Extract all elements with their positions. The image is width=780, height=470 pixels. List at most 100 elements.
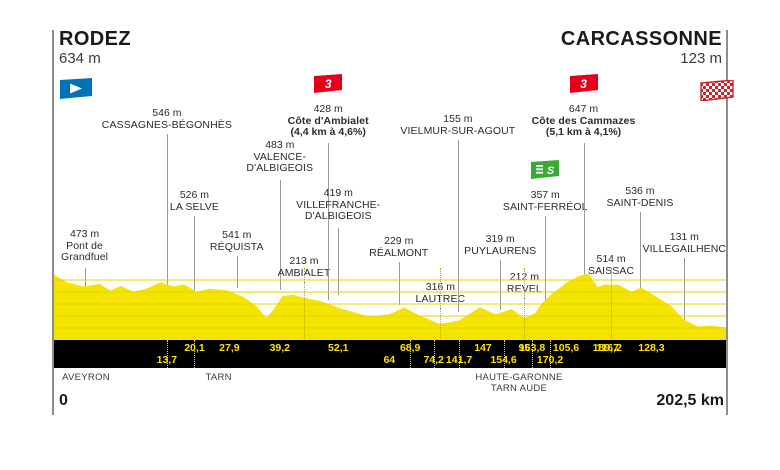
poi-gradient: (5,1 km à 4,1%) bbox=[545, 126, 622, 139]
poi-label-requista: 541 m RÉQUISTA bbox=[209, 229, 264, 253]
poi-name: Côte d'Ambialet bbox=[287, 114, 369, 127]
poi-altitude: 419 m bbox=[323, 187, 353, 199]
poi-leader-line bbox=[545, 216, 547, 312]
distance-marker: 64 bbox=[383, 354, 396, 366]
climb-category-number: 3 bbox=[324, 76, 332, 91]
climb-category-flag-icon: 3 bbox=[569, 74, 599, 93]
poi-name: SAINT-FERRÉOL bbox=[502, 200, 588, 213]
poi-label-vielmur-sur-agout: 155 m VIELMUR-SUR-AGOUT bbox=[400, 113, 516, 137]
distance-marker: 68,9 bbox=[399, 342, 421, 354]
poi-name: RÉQUISTA bbox=[209, 240, 264, 253]
distance-marker: 128,3 bbox=[638, 342, 665, 354]
poi-leader-line bbox=[500, 260, 502, 310]
poi-label-valence-dalbigeois: 483 m VALENCE- D'ALBIGEOIS bbox=[246, 139, 313, 175]
poi-altitude: 428 m bbox=[313, 103, 343, 115]
distance-tick bbox=[166, 340, 168, 368]
department-label: HAUTE-GARONNE bbox=[475, 372, 563, 383]
poi-name: VILLEGAILHENC bbox=[642, 242, 727, 255]
poi-label-realmont: 229 m RÉALMONT bbox=[369, 235, 428, 259]
distance-tick bbox=[410, 340, 412, 368]
distance-marker: 74,2 bbox=[423, 354, 444, 366]
distance-marker: 189,7 bbox=[592, 342, 619, 354]
distance-marker: 141,7 bbox=[445, 354, 473, 366]
poi-name: LA SELVE bbox=[169, 200, 219, 213]
total-distance-label: 202,5 km bbox=[656, 392, 724, 409]
distance-bar: 13,7 20,1 27,9 39,2 52,1 64 68,9 74,2 95 105,6 116… bbox=[54, 340, 726, 368]
poi-label-la-selve: 526 m LA SELVE bbox=[169, 189, 219, 213]
poi-altitude: 514 m bbox=[596, 253, 626, 265]
poi-name: Grandfuel bbox=[61, 251, 109, 264]
start-city-altitude: 634 m bbox=[59, 50, 101, 67]
poi-leader-line bbox=[236, 256, 238, 288]
distance-marker: 147 bbox=[474, 342, 492, 354]
distance-tick bbox=[532, 340, 534, 368]
poi-altitude: 526 m bbox=[179, 189, 210, 201]
distance-marker: 39,2 bbox=[269, 342, 290, 354]
distance-tick bbox=[459, 340, 461, 368]
distance-marker: 154,6 bbox=[490, 354, 517, 366]
distance-marker: 52,1 bbox=[328, 342, 349, 354]
start-city-block: RODEZ 634 m bbox=[59, 29, 131, 68]
poi-label-saint-ferreol: 357 m SAINT-FERRÉOL bbox=[502, 189, 588, 213]
profile-guide-line bbox=[440, 268, 442, 340]
department-label: TARN AUDE bbox=[490, 383, 548, 394]
distance-tick bbox=[550, 340, 552, 368]
svg-text:S: S bbox=[547, 165, 555, 177]
profile-guide-line bbox=[611, 268, 613, 340]
distance-marker: 170,2 bbox=[536, 354, 564, 366]
poi-altitude: 546 m bbox=[152, 107, 182, 119]
finish-city-block: CARCASSONNE 123 m bbox=[561, 29, 722, 68]
poi-leader-line bbox=[338, 228, 340, 295]
elevation-profile-svg bbox=[54, 273, 726, 340]
poi-name: VIELMUR-SUR-AGOUT bbox=[400, 124, 516, 137]
poi-name: Côte des Cammazes bbox=[531, 114, 636, 127]
frame-left-rule bbox=[52, 30, 54, 415]
poi-label-cassagnes-begonhes: 546 m CASSAGNES-BÉGONHÈS bbox=[101, 107, 232, 131]
poi-label-villefranche-dalbigeois: 419 m VILLEFRANCHE- D'ALBIGEOIS bbox=[296, 187, 381, 223]
poi-name: PUYLAURENS bbox=[464, 244, 537, 257]
poi-label-cote-dambialet: 428 m Côte d'Ambialet (4,4 km à 4,6%) bbox=[287, 103, 369, 139]
poi-altitude: 647 m bbox=[568, 103, 599, 115]
distance-marker: 105,6 bbox=[552, 342, 580, 354]
poi-leader-line bbox=[398, 262, 400, 305]
distance-tick bbox=[194, 340, 196, 368]
poi-leader-line bbox=[279, 180, 281, 290]
poi-name: VILLEFRANCHE- bbox=[296, 198, 381, 211]
poi-altitude: 155 m bbox=[443, 113, 473, 125]
poi-label-saissac: 514 m SAISSAC bbox=[588, 253, 634, 277]
poi-name: LAUTREC bbox=[415, 292, 466, 305]
profile-guide-line bbox=[524, 268, 526, 340]
poi-name: SAINT-DENIS bbox=[606, 196, 674, 209]
start-city-name: RODEZ bbox=[59, 28, 131, 50]
poi-leader-line bbox=[457, 140, 459, 312]
poi-label-pont-de-grandfuel: 473 m Pont de Grandfuel bbox=[61, 228, 109, 264]
poi-gradient: (4,4 km à 4,6%) bbox=[290, 126, 366, 139]
poi-name: REVEL bbox=[506, 282, 542, 295]
start-km-label: 0 bbox=[59, 392, 68, 409]
poi-leader-line bbox=[639, 212, 641, 292]
elevation-profile bbox=[54, 268, 726, 340]
poi-label-villegailhenc: 131 m VILLEGAILHENC bbox=[642, 231, 727, 255]
distance-marker: 116,2 bbox=[596, 342, 622, 354]
poi-name: Pont de bbox=[66, 239, 104, 252]
climb-category-number: 3 bbox=[580, 76, 587, 91]
poi-leader-line bbox=[166, 134, 168, 288]
department-label: AVEYRON bbox=[62, 372, 110, 383]
poi-altitude: 483 m bbox=[265, 139, 295, 151]
department-label: TARN bbox=[205, 372, 232, 383]
profile-guide-line bbox=[303, 268, 305, 340]
distance-marker: 163,8 bbox=[518, 342, 546, 354]
poi-name: AMBIALET bbox=[277, 266, 331, 279]
poi-altitude: 357 m bbox=[530, 189, 560, 201]
poi-label-cote-des-cammazes: 647 m Côte des Cammazes (5,1 km à 4,1%) bbox=[531, 103, 636, 139]
poi-name: CASSAGNES-BÉGONHÈS bbox=[101, 118, 232, 131]
checkered-flag-icon bbox=[700, 80, 734, 101]
distance-marker: 95 bbox=[518, 342, 531, 354]
finish-city-altitude: 123 m bbox=[680, 50, 722, 67]
poi-altitude: 319 m bbox=[485, 233, 515, 245]
distance-marker: 20,1 bbox=[184, 342, 205, 354]
poi-name: VALENCE- bbox=[253, 150, 307, 163]
distance-marker: 13,7 bbox=[156, 354, 178, 366]
poi-altitude: 541 m bbox=[222, 229, 252, 241]
